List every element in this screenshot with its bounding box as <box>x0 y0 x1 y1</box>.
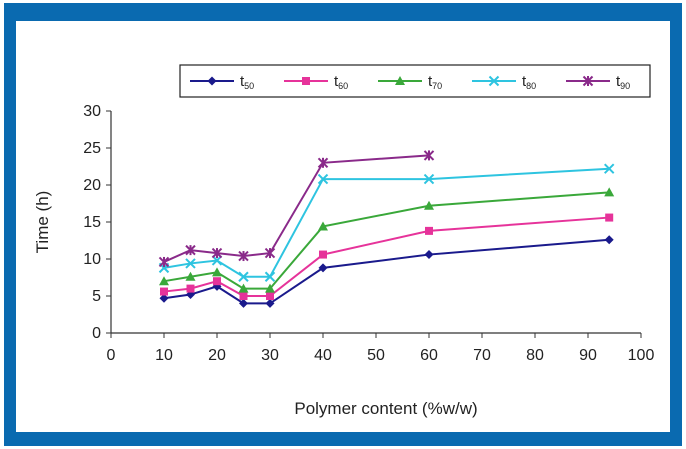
data-point <box>207 76 217 86</box>
data-point <box>185 244 196 256</box>
series-layer <box>158 150 615 308</box>
series-t80 <box>158 163 615 282</box>
data-point <box>317 173 329 185</box>
x-tick-label: 60 <box>420 347 438 364</box>
data-point <box>185 258 196 269</box>
data-point <box>264 271 276 282</box>
series-line <box>163 191 610 290</box>
x-axis-title: Polymer content (%w/w) <box>294 399 477 418</box>
data-point <box>238 283 249 293</box>
series-line <box>163 238 610 305</box>
y-tick-label: 15 <box>83 214 101 231</box>
x-tick-label: 90 <box>579 347 597 364</box>
data-point <box>423 173 435 185</box>
series-t50 <box>159 235 614 308</box>
data-point <box>582 75 594 87</box>
data-point <box>239 292 248 300</box>
y-tick-label: 10 <box>83 251 101 268</box>
series-t60 <box>160 213 614 300</box>
data-point <box>160 287 168 296</box>
data-point <box>211 247 223 259</box>
data-point <box>604 187 615 197</box>
data-point <box>317 157 329 169</box>
axes: 0 5 10 15 20 25 30 0 10 20 30 40 50 60 70 80 90 100 <box>83 103 654 364</box>
data-point <box>488 75 500 87</box>
data-point <box>159 276 169 286</box>
data-point <box>318 221 328 231</box>
legend: t50 t60 t70 t80 t90 <box>179 64 651 98</box>
data-point <box>264 247 276 259</box>
data-point <box>238 250 249 262</box>
data-point <box>319 250 327 259</box>
y-tick-label: 5 <box>92 288 101 305</box>
series-t70 <box>159 187 615 293</box>
x-tick-label: 50 <box>367 347 385 364</box>
data-point <box>265 283 275 293</box>
chart-panel: t50 t60 t70 t80 t90 0 5 10 15 20 25 30 0 10 20 30 40 50 6… <box>16 21 670 432</box>
data-point <box>424 250 434 260</box>
x-tick-label: 10 <box>155 347 173 364</box>
data-point <box>425 226 433 235</box>
data-point <box>265 298 275 308</box>
series-t90 <box>158 150 435 268</box>
data-point <box>604 235 614 245</box>
data-point <box>158 256 170 268</box>
y-axis-title: Time (h) <box>33 191 52 254</box>
x-tick-label: 40 <box>314 347 332 364</box>
data-point <box>186 284 195 293</box>
data-point <box>302 77 310 85</box>
data-point <box>159 293 169 303</box>
y-tick-label: 25 <box>83 140 101 157</box>
series-line <box>163 216 610 297</box>
x-tick-label: 30 <box>261 347 279 364</box>
x-tick-label: 0 <box>107 347 116 364</box>
data-point <box>238 271 249 282</box>
data-point <box>395 76 405 85</box>
x-tick-label: 100 <box>628 347 655 364</box>
data-point <box>318 263 328 273</box>
data-point <box>423 150 435 161</box>
legend-item: t70 <box>378 73 442 91</box>
data-point <box>603 163 615 174</box>
data-point <box>185 271 196 281</box>
chart-frame: t50 t60 t70 t80 t90 0 5 10 15 20 25 30 0 10 20 30 40 50 6… <box>4 3 682 446</box>
data-point <box>213 277 221 286</box>
y-tick-label: 20 <box>83 177 101 194</box>
data-point <box>605 213 614 222</box>
data-point <box>212 267 222 277</box>
series-line <box>163 154 430 263</box>
data-point <box>424 200 434 210</box>
x-tick-label: 80 <box>526 347 544 364</box>
y-tick-label: 0 <box>92 325 101 342</box>
x-tick-label: 20 <box>208 347 226 364</box>
data-point <box>266 292 274 300</box>
line-chart: t50 t60 t70 t80 t90 0 5 10 15 20 25 30 0 10 20 30 40 50 6… <box>33 64 654 418</box>
x-tick-label: 70 <box>473 347 491 364</box>
y-tick-label: 30 <box>83 103 101 120</box>
data-point <box>239 298 248 308</box>
series-line <box>163 167 610 278</box>
